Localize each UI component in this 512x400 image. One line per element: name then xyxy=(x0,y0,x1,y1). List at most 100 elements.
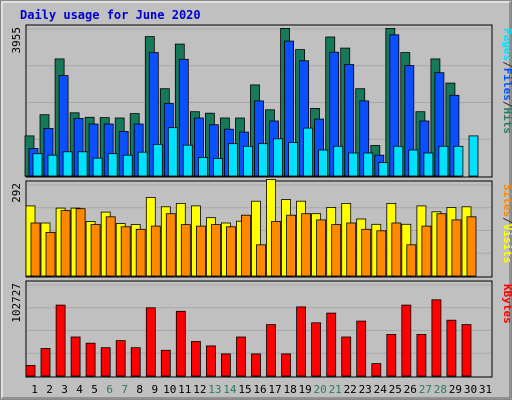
bar-hits-pages-day-18 xyxy=(288,142,299,177)
day-label-17: 17 xyxy=(268,383,281,396)
bar-hits-pages-day-9 xyxy=(152,143,163,177)
bar-visits-sites-day-11 xyxy=(180,224,191,277)
day-label-27: 27 xyxy=(419,383,432,396)
day-label-24: 24 xyxy=(374,383,388,396)
legend-visits: Sites/Visits xyxy=(501,184,512,264)
bar-visits-sites-day-26 xyxy=(406,244,417,277)
bar-hits-pages-day-23 xyxy=(363,152,374,177)
bar-hits-pages-day-8 xyxy=(137,151,148,177)
bar-visits-sites-day-8 xyxy=(135,228,146,277)
bar-kbytes-kbytes-day-2 xyxy=(40,348,51,377)
legend-hits-item-1: / xyxy=(501,61,512,68)
bar-hits-pages-day-25 xyxy=(393,145,404,177)
bar-kbytes-kbytes-day-19 xyxy=(296,306,307,377)
bar-kbytes-kbytes-day-4 xyxy=(70,336,81,377)
bar-hits-pages-day-17 xyxy=(273,138,283,177)
bar-kbytes-kbytes-day-30 xyxy=(461,324,472,377)
bar-hits-pages-day-7 xyxy=(122,154,133,177)
bar-kbytes-kbytes-day-16 xyxy=(251,353,261,377)
day-label-26: 26 xyxy=(404,383,417,396)
bar-visits-sites-day-22 xyxy=(346,222,357,277)
series-kbytes-kbytes xyxy=(25,299,472,377)
legend-hits-item-2: Files xyxy=(501,68,512,101)
chart-panels: 3955Pages/Files/Hits292Sites/Visits10272… xyxy=(10,24,512,378)
day-label-31: 31 xyxy=(479,383,492,396)
bar-visits-sites-day-29 xyxy=(451,219,462,277)
bar-visits-sites-day-6 xyxy=(105,216,116,277)
bar-hits-pages-day-6 xyxy=(107,153,118,177)
day-label-15: 15 xyxy=(238,383,251,396)
bar-kbytes-kbytes-day-18 xyxy=(281,353,292,377)
legend-hits: Pages/Files/Hits xyxy=(501,28,512,134)
bar-visits-sites-day-2 xyxy=(45,231,56,277)
day-label-25: 25 xyxy=(389,383,402,396)
bar-visits-sites-day-10 xyxy=(165,213,176,277)
bar-visits-sites-day-21 xyxy=(331,224,342,277)
bar-hits-pages-day-22 xyxy=(348,152,359,177)
bar-kbytes-kbytes-day-25 xyxy=(386,333,397,377)
bar-hits-pages-day-15 xyxy=(243,145,253,177)
bar-hits-pages-day-2 xyxy=(47,154,58,177)
bar-hits-pages-day-4 xyxy=(77,151,88,177)
day-label-6: 6 xyxy=(106,383,113,396)
day-label-2: 2 xyxy=(46,383,53,396)
bar-kbytes-kbytes-day-10 xyxy=(160,349,171,377)
bar-visits-visits-day-16 xyxy=(251,200,261,277)
bar-hits-pages-day-13 xyxy=(212,158,223,177)
day-label-23: 23 xyxy=(359,383,372,396)
day-label-8: 8 xyxy=(136,383,143,396)
bar-visits-sites-day-3 xyxy=(60,210,71,277)
bar-visits-sites-day-14 xyxy=(225,226,236,277)
bar-hits-pages-day-26 xyxy=(408,149,419,177)
day-label-20: 20 xyxy=(313,383,326,396)
series-hits-pages xyxy=(32,127,479,177)
bar-hits-pages-day-1 xyxy=(32,153,43,177)
day-label-14: 14 xyxy=(223,383,237,396)
legend-kbytes-item-0: KBytes xyxy=(501,284,512,324)
bar-kbytes-kbytes-day-27 xyxy=(416,333,427,377)
bar-hits-pages-day-21 xyxy=(333,145,344,177)
legend-hits-item-3: / xyxy=(501,101,512,108)
bar-kbytes-kbytes-day-15 xyxy=(236,336,246,377)
day-label-12: 12 xyxy=(193,383,206,396)
bar-visits-sites-day-27 xyxy=(421,225,432,277)
bar-visits-sites-day-28 xyxy=(436,213,447,277)
day-label-29: 29 xyxy=(449,383,462,396)
bar-hits-pages-day-10 xyxy=(167,127,178,177)
bar-visits-sites-day-19 xyxy=(301,213,312,277)
day-label-3: 3 xyxy=(61,383,68,396)
legend-hits-item-0: Pages xyxy=(501,28,512,61)
day-label-22: 22 xyxy=(344,383,357,396)
day-label-9: 9 xyxy=(151,383,158,396)
day-label-13: 13 xyxy=(208,383,221,396)
bar-kbytes-kbytes-day-8 xyxy=(130,347,141,377)
max-label-hits: 3955 xyxy=(10,27,23,54)
series-visits-sites xyxy=(30,208,477,277)
bar-visits-sites-day-7 xyxy=(120,226,131,277)
bar-hits-pages-day-27 xyxy=(423,152,434,177)
bar-hits-pages-day-14 xyxy=(227,143,238,177)
day-label-11: 11 xyxy=(178,383,191,396)
day-label-21: 21 xyxy=(329,383,342,396)
bar-visits-sites-day-17 xyxy=(271,221,281,277)
bar-hits-pages-day-5 xyxy=(92,157,103,177)
bar-visits-sites-day-12 xyxy=(195,225,206,277)
bar-hits-pages-day-20 xyxy=(318,149,329,177)
bar-visits-sites-day-20 xyxy=(316,219,327,277)
panel-visits: 292 Sites/Visits xyxy=(10,178,512,278)
bar-visits-sites-day-18 xyxy=(286,214,297,277)
bar-kbytes-kbytes-day-26 xyxy=(401,304,412,377)
day-label-5: 5 xyxy=(91,383,98,396)
bar-kbytes-kbytes-day-22 xyxy=(341,336,352,377)
bar-hits-pages-day-28 xyxy=(438,145,449,177)
panel-hits: 3955 Pages/Files/Hits xyxy=(10,24,512,178)
bar-visits-sites-day-30 xyxy=(466,216,477,277)
bar-kbytes-kbytes-day-24 xyxy=(371,363,382,377)
bar-visits-sites-day-13 xyxy=(210,224,221,277)
day-label-4: 4 xyxy=(76,383,83,396)
legend-visits-item-1: / xyxy=(501,217,512,224)
bar-visits-sites-day-1 xyxy=(30,222,41,277)
bar-visits-sites-day-24 xyxy=(376,230,387,277)
bar-kbytes-kbytes-day-3 xyxy=(55,304,66,377)
bar-kbytes-kbytes-day-29 xyxy=(446,319,457,377)
